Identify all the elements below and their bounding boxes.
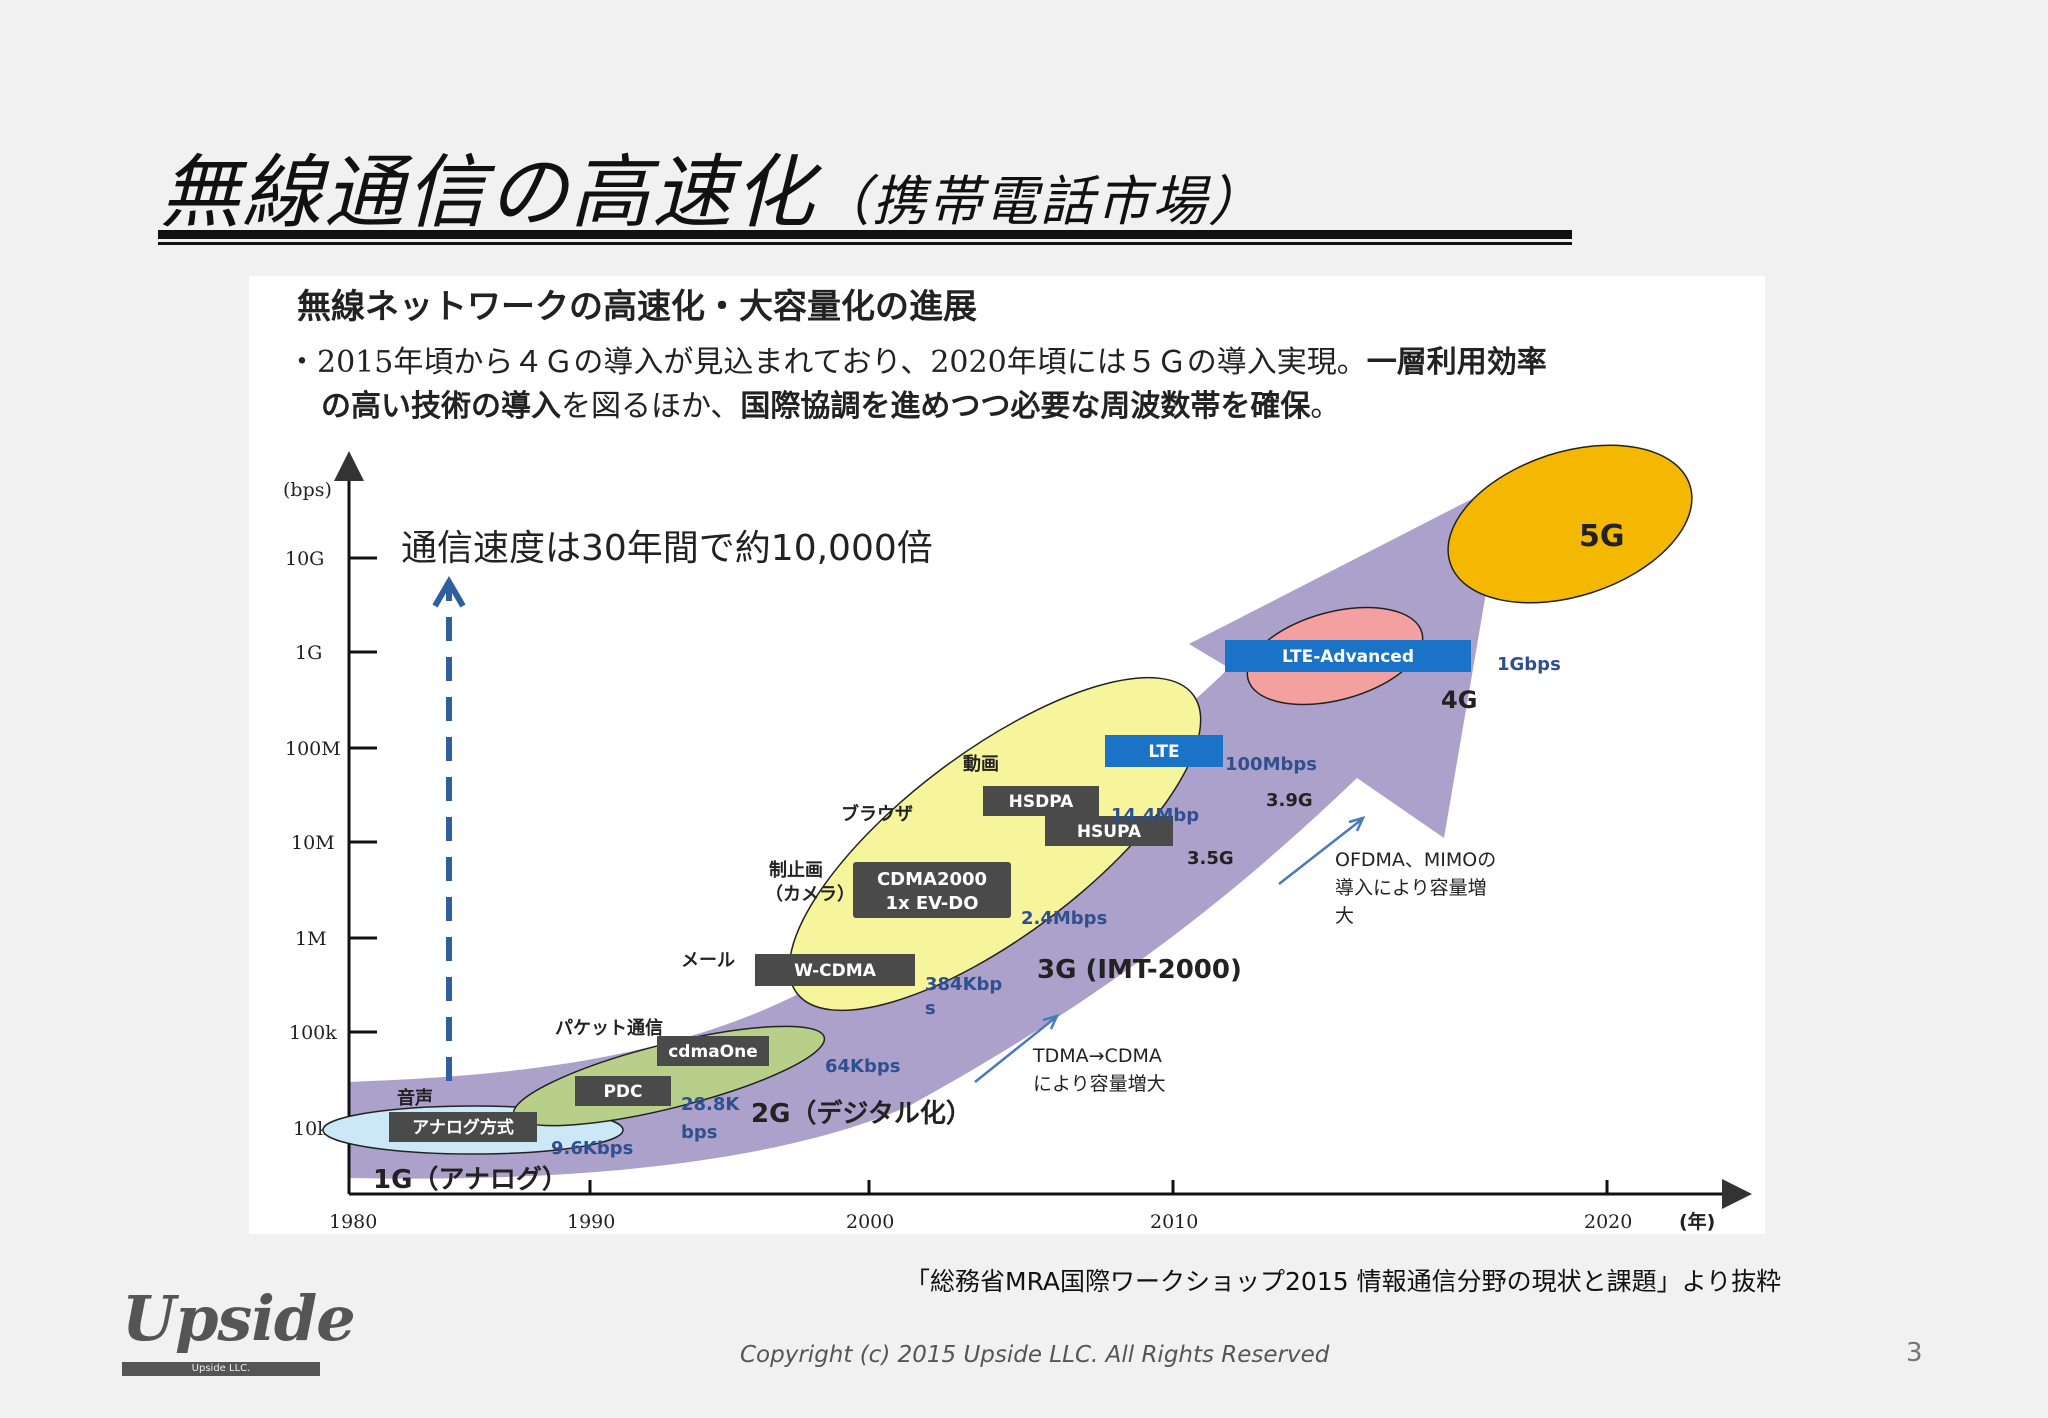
- service-video: 動画: [963, 753, 999, 775]
- x-tick-2020: 2020: [1584, 1211, 1632, 1233]
- label-5g: 5G: [1579, 519, 1625, 554]
- page-number: 3: [1906, 1338, 1923, 1368]
- ofdma-arrow: [1278, 819, 1362, 885]
- y-unit: (bps): [283, 479, 332, 501]
- box-pdc-label: PDC: [603, 1082, 642, 1102]
- label-3g: 3G (IMT-2000): [1037, 955, 1242, 985]
- label-1g: 1G（アナログ）: [373, 1165, 568, 1195]
- y-tick-10g: 10G: [285, 548, 324, 570]
- speed-384k-a: 384Kbp: [925, 974, 1002, 995]
- box-cdmaone: [657, 1036, 769, 1066]
- box-wcdma-label: W-CDMA: [794, 961, 877, 981]
- label-3-5g: 3.5G: [1187, 848, 1234, 869]
- speed-labels: 9.6Kbps 28.8K bps 64Kbps 384Kbp s 2.4Mbp…: [551, 654, 1561, 1159]
- evolution-arrow: [349, 482, 1505, 1179]
- box-hsupa: [1045, 816, 1173, 846]
- logo-bar: Upside LLC.: [122, 1362, 320, 1376]
- note-ofdma-3: 大: [1335, 905, 1354, 927]
- page-title: 無線通信の高速化（携帯電話市場）: [160, 128, 1264, 244]
- bullet-2b: を図るほか、: [561, 389, 740, 424]
- speed-28-8k-b: bps: [681, 1122, 717, 1143]
- service-still-a: 制止画: [769, 859, 823, 881]
- title-rule-thin: [158, 242, 1572, 245]
- note-tdma-2: により容量増大: [1033, 1073, 1166, 1095]
- box-cdmaone-label: cdmaOne: [668, 1042, 758, 1062]
- y-tick-10k: 10k: [293, 1118, 329, 1140]
- y-tick-1m: 1M: [295, 928, 327, 950]
- bullet-line-1: ・2015年頃から４Ｇの導入が見込まれており、2020年頃には５Ｇの導入実現。一…: [287, 345, 1547, 380]
- service-labels: 音声 パケット通信 メール 制止画 （カメラ） ブラウザ 動画: [397, 753, 999, 1109]
- speed-14-4m: 14.4Mbp: [1111, 805, 1199, 826]
- x-ticks: 1980 1990 2000 2010 2020 (年): [329, 1180, 1715, 1233]
- box-cdma2000: [853, 862, 1011, 918]
- x-unit: (年): [1679, 1210, 1715, 1233]
- tdma-arrow: [974, 1017, 1056, 1083]
- ellipse-5g: [1447, 444, 1693, 604]
- box-hsdpa-label: HSDPA: [1009, 792, 1074, 812]
- y-tick-100k: 100k: [289, 1022, 337, 1044]
- service-still-b: （カメラ）: [765, 884, 855, 905]
- label-2g: 2G（デジタル化）: [751, 1098, 972, 1129]
- service-browser: ブラウザ: [841, 803, 913, 825]
- y-ticks: (bps) 10G 1G 100M 10M 1M 100k 10k: [283, 479, 377, 1140]
- x-tick-2010: 2010: [1150, 1211, 1198, 1233]
- speed-2-4m: 2.4Mbps: [1021, 908, 1107, 929]
- y-tick-1g: 1G: [295, 642, 322, 664]
- box-lte: [1105, 735, 1223, 767]
- box-analog: [389, 1112, 537, 1142]
- title-rule-thick: [158, 230, 1572, 239]
- speed-9-6k: 9.6Kbps: [551, 1138, 633, 1159]
- company-logo: Upside Upside LLC.: [120, 1282, 356, 1382]
- x-tick-1980: 1980: [329, 1211, 377, 1233]
- bullet-2d: 。: [1310, 389, 1340, 424]
- box-lte-advanced-label: LTE-Advanced: [1282, 647, 1414, 667]
- bullet-1a: ・2015年頃から４Ｇの導入が見込まれており、2020年頃には５Ｇの導入実現。: [287, 345, 1367, 380]
- figure-svg: 無線ネットワークの高速化・大容量化の進展 ・2015年頃から４Ｇの導入が見込まれ…: [283, 287, 1752, 1233]
- box-pdc: [575, 1076, 671, 1106]
- speed-1g: 1Gbps: [1497, 654, 1561, 675]
- y-tick-10m: 10M: [291, 832, 335, 854]
- box-lte-label: LTE: [1148, 742, 1179, 762]
- growth-arrowhead: [432, 576, 466, 608]
- bullet-1b: 一層利用効率: [1367, 345, 1547, 380]
- box-hsdpa: [983, 786, 1099, 816]
- bullet-2a: の高い技術の導入: [321, 389, 561, 424]
- y-tick-100m: 100M: [285, 738, 341, 760]
- x-tick-1990: 1990: [567, 1211, 615, 1233]
- bullet-2c: 国際協調を進めつつ必要な周波数帯を確保: [740, 389, 1311, 424]
- speed-100m: 100Mbps: [1225, 754, 1317, 775]
- headline-text: 通信速度は30年間で約10,000倍: [401, 528, 933, 569]
- copyright-notice: Copyright (c) 2015 Upside LLC. All Right…: [740, 1342, 1330, 1368]
- figure-heading: 無線ネットワークの高速化・大容量化の進展: [297, 287, 977, 327]
- service-mail: メール: [681, 950, 735, 971]
- logo-word: Upside: [122, 1282, 356, 1355]
- box-analog-label: アナログ方式: [412, 1117, 514, 1138]
- note-ofdma-2: 導入により容量増: [1335, 877, 1487, 899]
- box-hsupa-label: HSUPA: [1077, 822, 1142, 842]
- ofdma-arrowhead: [1348, 816, 1366, 832]
- tech-boxes: アナログ方式 PDC cdmaOne W-CDMA CDMA2000 1x EV…: [389, 640, 1471, 1142]
- box-cdma2000-label-2: 1x EV-DO: [885, 893, 978, 914]
- tdma-arrowhead: [1042, 1014, 1060, 1030]
- note-tdma-1: TDMA→CDMA: [1032, 1045, 1162, 1067]
- box-cdma2000-label-1: CDMA2000: [877, 869, 987, 890]
- title-main: 無線通信の高速化: [160, 146, 816, 239]
- speed-evolution-figure: 無線ネットワークの高速化・大容量化の進展 ・2015年頃から４Ｇの導入が見込まれ…: [249, 276, 1765, 1234]
- bullet-line-2: の高い技術の導入を図るほか、国際協調を進めつつ必要な周波数帯を確保。: [321, 389, 1340, 424]
- title-sub: （携帯電話市場）: [816, 170, 1264, 233]
- service-packet: パケット通信: [555, 1017, 663, 1039]
- source-citation: 「総務省MRA国際ワークショップ2015 情報通信分野の現状と課題」より抜粋: [905, 1267, 1782, 1296]
- box-lte-advanced: [1225, 640, 1471, 672]
- speed-384k-b: s: [925, 998, 936, 1019]
- service-voice: 音声: [397, 1087, 433, 1109]
- label-3-9g: 3.9G: [1266, 790, 1313, 811]
- note-ofdma-1: OFDMA、MIMOの: [1335, 849, 1496, 871]
- x-tick-2000: 2000: [846, 1211, 894, 1233]
- ellipse-3g: [788, 676, 1202, 1012]
- box-wcdma: [755, 954, 915, 986]
- label-4g: 4G: [1441, 686, 1477, 714]
- speed-64k: 64Kbps: [825, 1056, 900, 1077]
- speed-28-8k-a: 28.8K: [681, 1094, 740, 1115]
